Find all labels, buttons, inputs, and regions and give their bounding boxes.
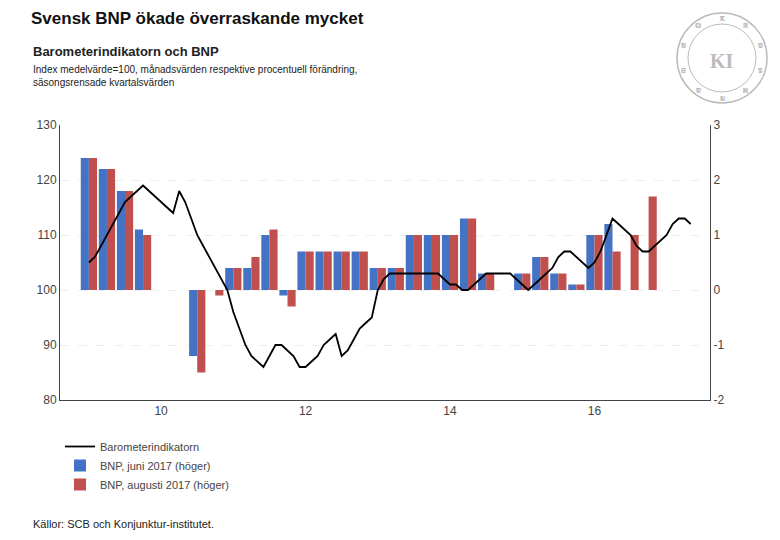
svg-text:N: N xyxy=(720,95,725,102)
svg-text:3: 3 xyxy=(713,118,720,132)
svg-text:12: 12 xyxy=(299,404,313,418)
svg-text:14: 14 xyxy=(443,404,457,418)
svg-text:T: T xyxy=(696,87,701,94)
svg-text:U: U xyxy=(758,42,763,49)
svg-text:K: K xyxy=(743,87,748,94)
svg-text:Svensk BNP ökade överraskande: Svensk BNP ökade överraskande mycket xyxy=(31,9,364,28)
svg-text:U: U xyxy=(696,22,701,29)
svg-text:110: 110 xyxy=(37,228,56,242)
svg-text:T: T xyxy=(758,42,763,49)
svg-text:2: 2 xyxy=(713,173,720,187)
svg-text:R: R xyxy=(743,22,748,29)
svg-text:I: I xyxy=(721,95,723,102)
svg-text:E: E xyxy=(681,67,686,74)
svg-text:I: I xyxy=(745,22,747,29)
svg-text:Barometerindikatorn: Barometerindikatorn xyxy=(100,441,199,453)
svg-text:U: U xyxy=(696,87,701,94)
svg-text:S: S xyxy=(758,67,763,74)
svg-text:120: 120 xyxy=(37,173,57,187)
svg-text:T: T xyxy=(720,15,725,22)
svg-text:BNP, augusti 2017 (höger): BNP, augusti 2017 (höger) xyxy=(100,479,229,491)
svg-text:N: N xyxy=(743,87,748,94)
svg-text:1: 1 xyxy=(713,228,720,242)
svg-text:10: 10 xyxy=(154,404,168,418)
svg-text:100: 100 xyxy=(37,283,57,297)
svg-text:-2: -2 xyxy=(713,393,724,407)
svg-text:N: N xyxy=(681,42,686,49)
svg-text:T: T xyxy=(758,67,763,74)
svg-text:16: 16 xyxy=(588,404,602,418)
svg-text:130: 130 xyxy=(37,118,57,132)
svg-text:80: 80 xyxy=(43,393,57,407)
svg-text:Källor: SCB och Konjunktur-ins: Källor: SCB och Konjunktur-institutet. xyxy=(33,518,214,530)
svg-text:KI: KI xyxy=(710,50,734,72)
svg-text:0: 0 xyxy=(713,283,720,297)
svg-text:O: O xyxy=(695,22,701,29)
svg-text:J: J xyxy=(682,67,686,74)
svg-text:90: 90 xyxy=(43,338,57,352)
svg-text:Index medelvärde=100, månadsvä: Index medelvärde=100, månadsvärden respe… xyxy=(33,64,357,88)
svg-text:Barometerindikatorn och BNP: Barometerindikatorn och BNP xyxy=(33,44,219,59)
svg-text:K: K xyxy=(720,15,725,22)
svg-text:BNP, juni 2017 (höger): BNP, juni 2017 (höger) xyxy=(100,460,210,472)
svg-text:-1: -1 xyxy=(713,338,724,352)
svg-text:T: T xyxy=(681,42,686,49)
